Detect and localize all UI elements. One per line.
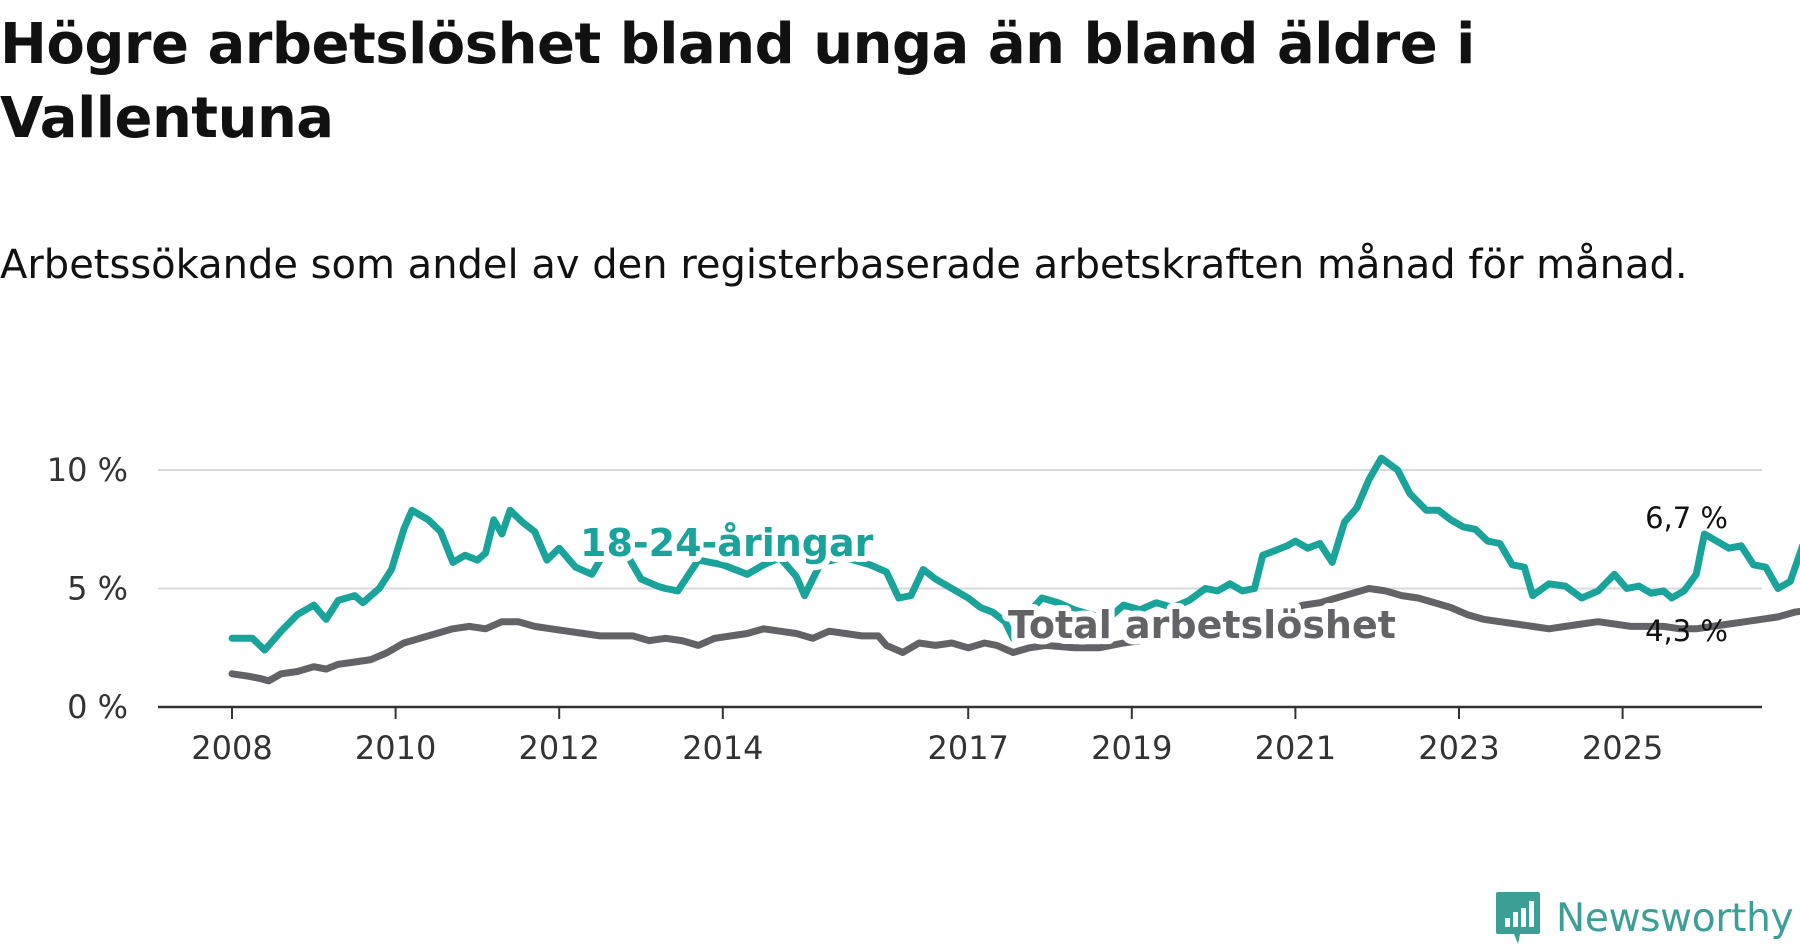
y-tick-label-0: 0 % — [67, 688, 128, 726]
end-label-total: 4,3 % — [1645, 614, 1728, 648]
gridlines: 0 % 5 % 10 % — [47, 451, 1762, 726]
series-lines — [228, 454, 1800, 685]
series-label-total-text: Total arbetslöshet — [1008, 603, 1396, 647]
x-axis: 2008 2010 2012 2014 2017 2019 2021 2023 2025 — [158, 705, 1762, 767]
x-tick-label-2008: 2008 — [191, 729, 272, 767]
y-tick-label-5: 5 % — [67, 570, 128, 608]
series-line-total — [228, 585, 1800, 685]
x-tick-label-2025: 2025 — [1582, 729, 1663, 767]
x-tick-label-2017: 2017 — [927, 729, 1008, 767]
x-tick-label-2019: 2019 — [1091, 729, 1172, 767]
series-label-youth-text: 18-24-åringar — [580, 521, 874, 565]
series-label-total-halo: Total arbetslöshet — [1008, 603, 1396, 647]
chart-subtitle: Arbetssökande som andel av den registerb… — [0, 242, 1688, 288]
x-tick-label-2021: 2021 — [1255, 729, 1336, 767]
y-tick-label-10: 10 % — [47, 451, 128, 489]
brand-name: Newsworthy — [1556, 895, 1794, 941]
x-tick-label-2014: 2014 — [682, 729, 763, 767]
end-label-youth: 6,7 % — [1645, 501, 1728, 535]
newsworthy-logo-icon — [1496, 892, 1540, 944]
x-tick-label-2023: 2023 — [1418, 729, 1499, 767]
chart-title: Högre arbetslöshet bland unga än bland ä… — [0, 12, 1475, 151]
x-tick-label-2012: 2012 — [518, 729, 599, 767]
newsworthy-brand[interactable]: Newsworthy — [1494, 888, 1794, 948]
series-label-youth-halo: 18-24-åringar — [580, 521, 874, 565]
x-tick-label-2010: 2010 — [355, 729, 436, 767]
series-line-youth — [228, 454, 1800, 654]
